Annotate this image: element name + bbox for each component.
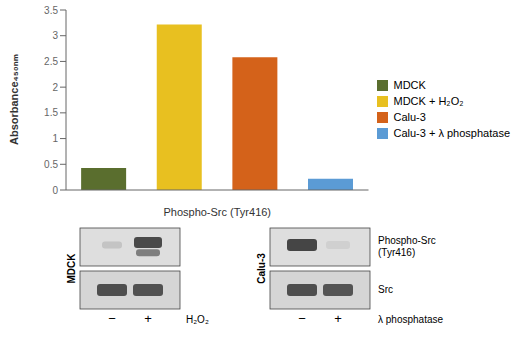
svg-text:0.5: 0.5 (44, 159, 58, 170)
svg-text:1.5: 1.5 (44, 107, 58, 118)
svg-text:Absorbance₄₅₀ₙₘ: Absorbance₄₅₀ₙₘ (8, 54, 20, 145)
svg-text:0: 0 (52, 185, 58, 196)
svg-text:Calu-3: Calu-3 (256, 253, 267, 284)
svg-text:3: 3 (52, 30, 58, 41)
svg-text:λ phosphatase: λ phosphatase (378, 314, 443, 325)
svg-text:MDCK: MDCK (66, 253, 77, 284)
svg-text:−: − (298, 311, 306, 326)
svg-text:−: − (108, 311, 116, 326)
html-text:Calu-3: Calu-3 (393, 111, 426, 123)
svg-text:2: 2 (52, 82, 58, 93)
svg-text:(Tyr416): (Tyr416) (378, 247, 415, 258)
svg-text:+: + (144, 311, 152, 326)
svg-text:Phospho-Src (Tyr416): Phospho-Src (Tyr416) (163, 206, 271, 218)
svg-text:+: + (334, 311, 342, 326)
html-text:MDCK + H₂O₂: MDCK + H₂O₂ (393, 95, 464, 107)
svg-text:2.5: 2.5 (44, 56, 58, 67)
svg-text:Phospho-Src: Phospho-Src (378, 235, 436, 246)
html-text:MDCK: MDCK (393, 79, 426, 91)
svg-text:H₂O₂: H₂O₂ (186, 314, 209, 325)
svg-text:3.5: 3.5 (44, 5, 58, 16)
html-text:Calu-3 + λ phosphatase: Calu-3 + λ phosphatase (393, 127, 510, 139)
svg-text:1: 1 (52, 133, 58, 144)
svg-text:Src: Src (378, 284, 393, 295)
